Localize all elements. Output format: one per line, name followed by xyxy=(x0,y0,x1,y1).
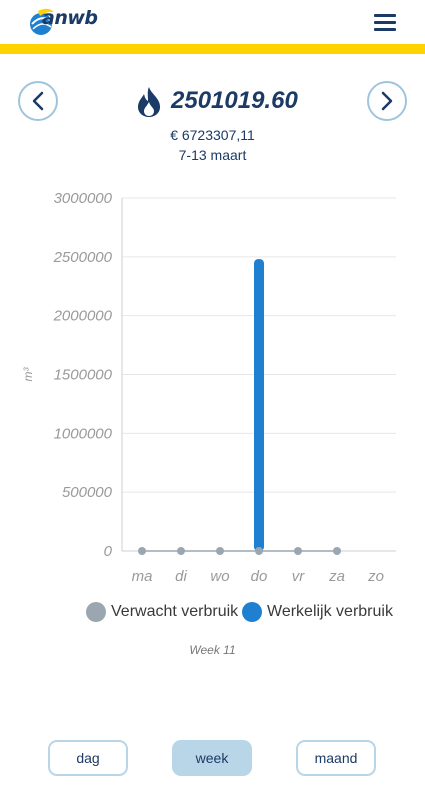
expected-usage-point xyxy=(294,547,302,555)
month-button[interactable]: maand xyxy=(296,740,376,776)
x-tick-label: vr xyxy=(292,568,306,585)
legend-actual-dot-icon xyxy=(242,602,262,622)
x-tick-label: di xyxy=(175,568,187,585)
actual-usage-bar xyxy=(254,259,264,551)
legend-expected: Verwacht verbruik xyxy=(86,602,238,622)
x-tick-label: za xyxy=(328,568,345,585)
x-tick-label: do xyxy=(251,568,268,585)
legend-expected-label: Verwacht verbruik xyxy=(111,603,239,620)
gas-flame-icon xyxy=(138,87,160,117)
legend-actual-label: Werkelijk verbruik xyxy=(267,603,393,620)
period-text: 7-13 maart xyxy=(178,147,247,163)
anwb-globe-icon[interactable] xyxy=(28,6,90,38)
y-tick-label: 1500000 xyxy=(54,367,113,384)
x-tick-label: zo xyxy=(367,568,384,585)
expected-usage-point xyxy=(216,547,224,555)
y-tick-label: 3000000 xyxy=(54,190,113,207)
next-week-button[interactable] xyxy=(367,81,407,121)
reading-value: 2501019.60 xyxy=(171,87,298,114)
meter-reading: 2501019.60 xyxy=(0,84,425,120)
previous-week-button[interactable] xyxy=(18,81,58,121)
usage-chart: 0 500000 1000000 1500000 2000000 2500000 30000… xyxy=(21,190,396,585)
expected-usage-point xyxy=(333,547,341,555)
menu-line-icon xyxy=(374,21,396,24)
y-axis-label: m³ xyxy=(21,367,35,382)
y-tick-label: 0 xyxy=(104,543,113,560)
app-header: anwb xyxy=(0,0,425,44)
hamburger-menu-button[interactable] xyxy=(370,10,400,34)
expected-usage-point xyxy=(138,547,146,555)
y-tick-label: 2500000 xyxy=(53,249,113,266)
week-button[interactable]: week xyxy=(172,740,252,776)
y-tick-label: 1000000 xyxy=(54,425,113,442)
chart-legend: Verwacht verbruik Werkelijk verbruik xyxy=(0,602,425,626)
cost-text: € 6723307,11 xyxy=(170,127,255,143)
legend-expected-dot-icon xyxy=(86,602,106,622)
anwb-logo-text: anwb xyxy=(42,7,98,29)
y-tick-label: 2000000 xyxy=(53,308,113,325)
y-tick-label: 500000 xyxy=(62,484,113,501)
chevron-right-icon xyxy=(381,91,393,111)
expected-usage-point xyxy=(255,547,263,555)
yellow-accent-bar xyxy=(0,44,425,54)
chevron-left-icon xyxy=(32,91,44,111)
day-button[interactable]: dag xyxy=(48,740,128,776)
menu-line-icon xyxy=(374,28,396,31)
x-tick-label: ma xyxy=(132,568,153,585)
menu-line-icon xyxy=(374,14,396,17)
week-label: Week 11 xyxy=(189,643,236,657)
legend-actual: Werkelijk verbruik xyxy=(242,602,393,622)
expected-usage-point xyxy=(177,547,185,555)
x-tick-label: wo xyxy=(210,568,229,585)
